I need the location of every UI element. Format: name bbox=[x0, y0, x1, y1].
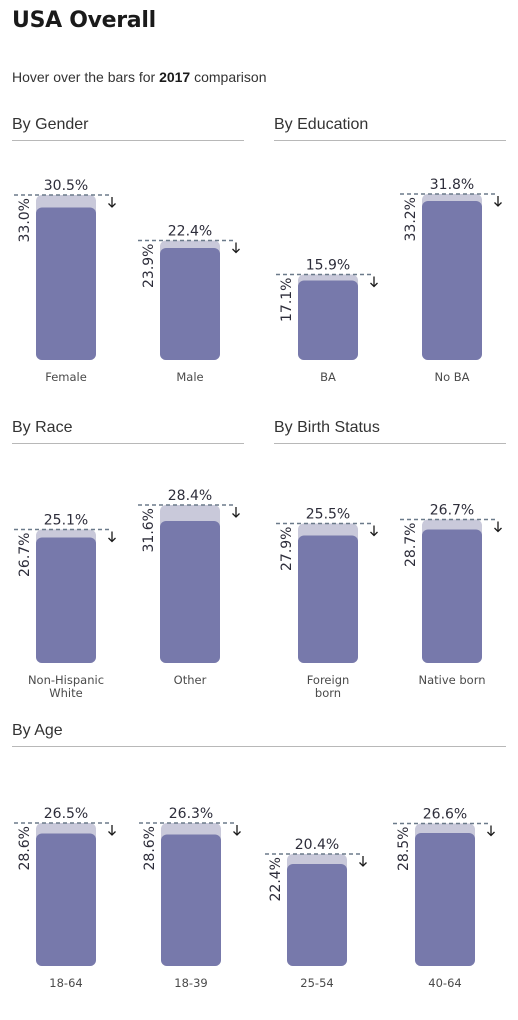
arrow-head bbox=[233, 831, 241, 836]
subtitle: Hover over the bars for 2017 comparison bbox=[12, 69, 266, 85]
bar-current-male bbox=[160, 248, 220, 360]
category-label-native-born: Native born bbox=[418, 673, 485, 687]
comparison-label-other: 31.6% bbox=[141, 508, 157, 552]
value-label-foreign-born: 25.5% bbox=[306, 507, 350, 523]
value-label-male: 22.4% bbox=[168, 224, 212, 240]
comparison-label-18-39: 28.6% bbox=[142, 826, 158, 870]
value-label-female: 30.5% bbox=[44, 178, 88, 194]
bar-current-female bbox=[36, 207, 96, 360]
category-label-male: Male bbox=[176, 370, 203, 384]
bar-current-40-64 bbox=[415, 833, 475, 966]
subtitle-year: 2017 bbox=[159, 69, 191, 85]
bar-current-no-ba bbox=[422, 201, 482, 360]
comparison-label-no-ba: 33.2% bbox=[403, 197, 419, 241]
panel-title: By Education bbox=[274, 116, 369, 133]
value-label-no-ba: 31.8% bbox=[430, 177, 474, 193]
panel-by-gender: By Gender 30.5% 33.0% Female 22.4% 23.9% Male bbox=[12, 116, 244, 411]
panel-divider bbox=[274, 140, 506, 141]
arrow-head bbox=[359, 862, 367, 867]
panel-title: By Race bbox=[12, 419, 73, 436]
bar-current-ba bbox=[298, 280, 358, 360]
panel-by-education: By Education 15.9% 17.1% BA 31.8% 33.2% No BA bbox=[274, 116, 506, 411]
bar-current-non-hispanic-white bbox=[36, 537, 96, 663]
value-label-other: 28.4% bbox=[168, 488, 212, 504]
arrow-down-icon bbox=[232, 242, 240, 254]
value-label-native-born: 26.7% bbox=[430, 503, 474, 519]
category-label-25-54: 25-54 bbox=[300, 976, 333, 990]
arrow-head bbox=[108, 537, 116, 543]
comparison-label-foreign-born: 27.9% bbox=[279, 527, 295, 571]
comparison-label-40-64: 28.5% bbox=[396, 827, 412, 871]
arrow-head bbox=[370, 282, 378, 288]
arrow-head bbox=[494, 202, 502, 207]
arrow-down-icon bbox=[370, 525, 378, 537]
comparison-label-25-54: 22.4% bbox=[268, 857, 284, 901]
comparison-label-18-64: 28.6% bbox=[17, 826, 33, 870]
category-label-no-ba: No BA bbox=[434, 370, 469, 384]
arrow-head bbox=[232, 248, 240, 254]
chart-by-education: 15.9% 17.1% BA 31.8% 33.2% No BA bbox=[276, 177, 502, 384]
category-label-18-64: 18-64 bbox=[49, 976, 82, 990]
category-label-other: Other bbox=[174, 673, 207, 687]
value-label-40-64: 26.6% bbox=[423, 807, 467, 823]
arrow-head bbox=[494, 527, 502, 533]
arrow-head bbox=[108, 203, 116, 208]
arrow-head bbox=[232, 513, 240, 518]
arrow-head bbox=[487, 831, 495, 837]
subtitle-prefix: Hover over the bars for bbox=[12, 69, 160, 85]
panel-by-age: By Age 26.5% 28.6% 18-64 26.3% 28.6% 18-39 20.… bbox=[12, 722, 506, 1017]
panel-title: By Birth Status bbox=[274, 419, 380, 436]
panel-by-race: By Race 25.1% 26.7% Non-Hispanic White 28.4%… bbox=[12, 419, 244, 714]
value-label-non-hispanic-white: 25.1% bbox=[44, 513, 88, 529]
panel-title: By Age bbox=[12, 722, 63, 739]
arrow-down-icon bbox=[494, 521, 502, 533]
arrow-down-icon bbox=[487, 825, 495, 837]
bar-current-other bbox=[160, 521, 220, 663]
arrow-down-icon bbox=[108, 531, 116, 543]
panel-divider bbox=[274, 443, 506, 444]
category-label-40-64: 40-64 bbox=[428, 976, 461, 990]
comparison-label-female: 33.0% bbox=[17, 198, 33, 242]
bar-current-18-64 bbox=[36, 833, 96, 966]
category-label-ba: BA bbox=[320, 370, 336, 384]
category-label-foreign-born: born bbox=[315, 686, 341, 700]
arrow-down-icon bbox=[233, 825, 241, 836]
comparison-label-male: 23.9% bbox=[141, 244, 157, 288]
comparison-label-non-hispanic-white: 26.7% bbox=[17, 533, 33, 577]
arrow-head bbox=[370, 531, 378, 537]
panel-divider bbox=[12, 443, 244, 444]
value-label-25-54: 20.4% bbox=[295, 837, 339, 853]
arrow-down-icon bbox=[232, 507, 240, 518]
category-label-18-39: 18-39 bbox=[174, 976, 207, 990]
arrow-down-icon bbox=[494, 196, 502, 207]
arrow-down-icon bbox=[359, 856, 367, 867]
panel-divider bbox=[12, 140, 244, 141]
arrow-down-icon bbox=[108, 825, 116, 836]
chart-by-age: 26.5% 28.6% 18-64 26.3% 28.6% 18-39 20.4% 22.4%… bbox=[14, 806, 495, 990]
category-label-foreign-born: Foreign bbox=[307, 673, 350, 687]
arrow-head bbox=[108, 831, 116, 836]
arrow-down-icon bbox=[370, 276, 378, 288]
bar-current-25-54 bbox=[287, 864, 347, 966]
value-label-18-39: 26.3% bbox=[169, 806, 213, 822]
arrow-down-icon bbox=[108, 197, 116, 208]
category-label-female: Female bbox=[45, 370, 87, 384]
panel-title: By Gender bbox=[12, 116, 89, 133]
bar-current-foreign-born bbox=[298, 535, 358, 663]
panel-divider bbox=[12, 746, 506, 747]
chart-by-gender: 30.5% 33.0% Female 22.4% 23.9% Male bbox=[14, 178, 240, 384]
category-label-non-hispanic-white: Non-Hispanic bbox=[28, 673, 104, 687]
panel-by-birth-status: By Birth Status 25.5% 27.9% Foreign born 26.… bbox=[274, 419, 506, 714]
category-label-non-hispanic-white: White bbox=[49, 686, 82, 700]
bar-current-18-39 bbox=[161, 834, 221, 966]
value-label-ba: 15.9% bbox=[306, 258, 350, 274]
value-label-18-64: 26.5% bbox=[44, 806, 88, 822]
bar-current-native-born bbox=[422, 529, 482, 663]
comparison-label-ba: 17.1% bbox=[279, 278, 295, 322]
comparison-label-native-born: 28.7% bbox=[403, 523, 419, 567]
page-title: USA Overall bbox=[12, 8, 156, 33]
subtitle-suffix: comparison bbox=[190, 69, 267, 85]
